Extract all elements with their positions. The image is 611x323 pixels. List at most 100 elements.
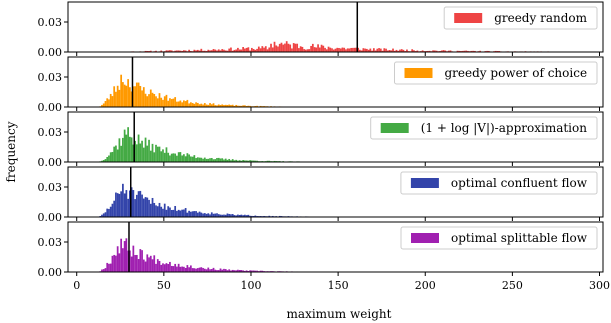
histogram-bar (163, 264, 166, 272)
histogram-bar (214, 269, 217, 272)
histogram-bar (167, 100, 170, 107)
histogram-bar (376, 48, 379, 52)
histogram-bar (181, 209, 184, 217)
histogram-bar (165, 94, 168, 107)
histogram-bar (116, 149, 119, 162)
histogram-bar (198, 50, 201, 52)
histogram-bar (189, 265, 192, 272)
x-tick-label: 100 (240, 279, 261, 292)
histogram-bar (135, 194, 138, 217)
histogram-bar (223, 268, 225, 272)
panel-frame (67, 1, 604, 53)
histogram-bar (447, 50, 450, 52)
histogram-bar (402, 49, 405, 52)
histogram-bar (494, 50, 497, 52)
histogram-bar (160, 206, 163, 217)
histogram-bar (196, 268, 199, 272)
histogram-bar (209, 103, 211, 107)
histogram-bar (271, 47, 274, 52)
histogram-bar (144, 137, 147, 162)
histogram-bar (223, 159, 225, 162)
histogram-bar (146, 50, 149, 52)
histogram-bar (183, 209, 185, 217)
histogram-bar (127, 198, 129, 217)
histogram-bar (214, 159, 217, 162)
histogram-bar (200, 103, 203, 107)
histogram-bar (151, 143, 154, 162)
histogram-bar (305, 49, 307, 52)
y-tick-label: 0.03 (38, 126, 63, 139)
histogram-bar (392, 48, 394, 52)
histogram-bar (216, 270, 218, 272)
histogram-bar (191, 103, 194, 107)
histogram-bar (135, 254, 138, 272)
histogram-bar (230, 47, 232, 52)
histogram-bar (163, 96, 166, 107)
legend-box (394, 61, 598, 85)
legend-swatch (454, 13, 483, 23)
y-tick-label: 0.00 (38, 46, 63, 59)
histogram-bar (139, 249, 142, 272)
histogram-bar (329, 47, 332, 52)
histogram-bar (264, 46, 267, 52)
histogram-bar (379, 48, 382, 52)
histogram-bar (155, 263, 157, 272)
histogram-bar (278, 215, 281, 217)
histogram-bar (137, 82, 140, 107)
legend-label: optimal splittable flow (451, 231, 588, 245)
histogram-bar (238, 49, 241, 52)
histogram-bar (268, 215, 271, 217)
histogram-bar (202, 267, 204, 272)
histogram-bar (237, 160, 239, 162)
histogram-bar (139, 143, 142, 162)
histogram-bar (176, 266, 178, 272)
histogram-bar (176, 50, 178, 52)
histogram-bar (101, 214, 103, 217)
histogram-bar (207, 213, 210, 217)
histogram-bar (238, 214, 241, 217)
histogram-bar (261, 270, 264, 272)
histogram-bar (350, 47, 353, 52)
y-tick-label: 0.00 (38, 211, 63, 224)
panel-frame (67, 221, 604, 273)
histogram-bar (203, 50, 206, 52)
histogram-bar (165, 209, 168, 217)
histogram-bar (158, 260, 161, 272)
histogram-bar (108, 99, 110, 107)
histogram-bar (247, 105, 250, 107)
x-tick-label: 50 (157, 279, 171, 292)
histogram-bar (406, 49, 408, 52)
histogram-bar (352, 47, 354, 52)
histogram-bar (231, 269, 234, 272)
histogram-bar (273, 41, 276, 52)
histogram-bar (127, 250, 129, 272)
histogram-bar (146, 254, 149, 272)
histogram-bar (106, 262, 109, 272)
histogram-bar (134, 140, 136, 162)
histogram-bar (141, 194, 143, 217)
histogram-bar (252, 48, 255, 52)
histogram-bar (346, 48, 349, 52)
y-tick-label: 0.00 (38, 156, 63, 169)
histogram-bar (132, 144, 135, 162)
histogram-bar (336, 47, 339, 52)
histogram-bar (156, 259, 159, 272)
histogram-bar (315, 47, 318, 52)
histogram-bar (193, 155, 196, 162)
histogram-bar (233, 270, 236, 272)
histogram-bar (162, 263, 164, 272)
y-tick-label: 0.03 (38, 16, 63, 29)
histogram-bar (170, 99, 173, 107)
histogram-bar (237, 105, 239, 107)
histogram-bar (230, 214, 232, 217)
histogram-bar (148, 257, 150, 272)
histogram-bar (249, 215, 251, 217)
histogram-bar (449, 50, 452, 52)
legend-box (443, 6, 598, 30)
histogram-bar (195, 211, 197, 217)
histogram-bar (230, 160, 232, 162)
histogram-bar (216, 157, 218, 162)
histogram-bar (231, 159, 234, 162)
histogram-bar (237, 269, 239, 272)
histogram-bar (167, 50, 170, 52)
